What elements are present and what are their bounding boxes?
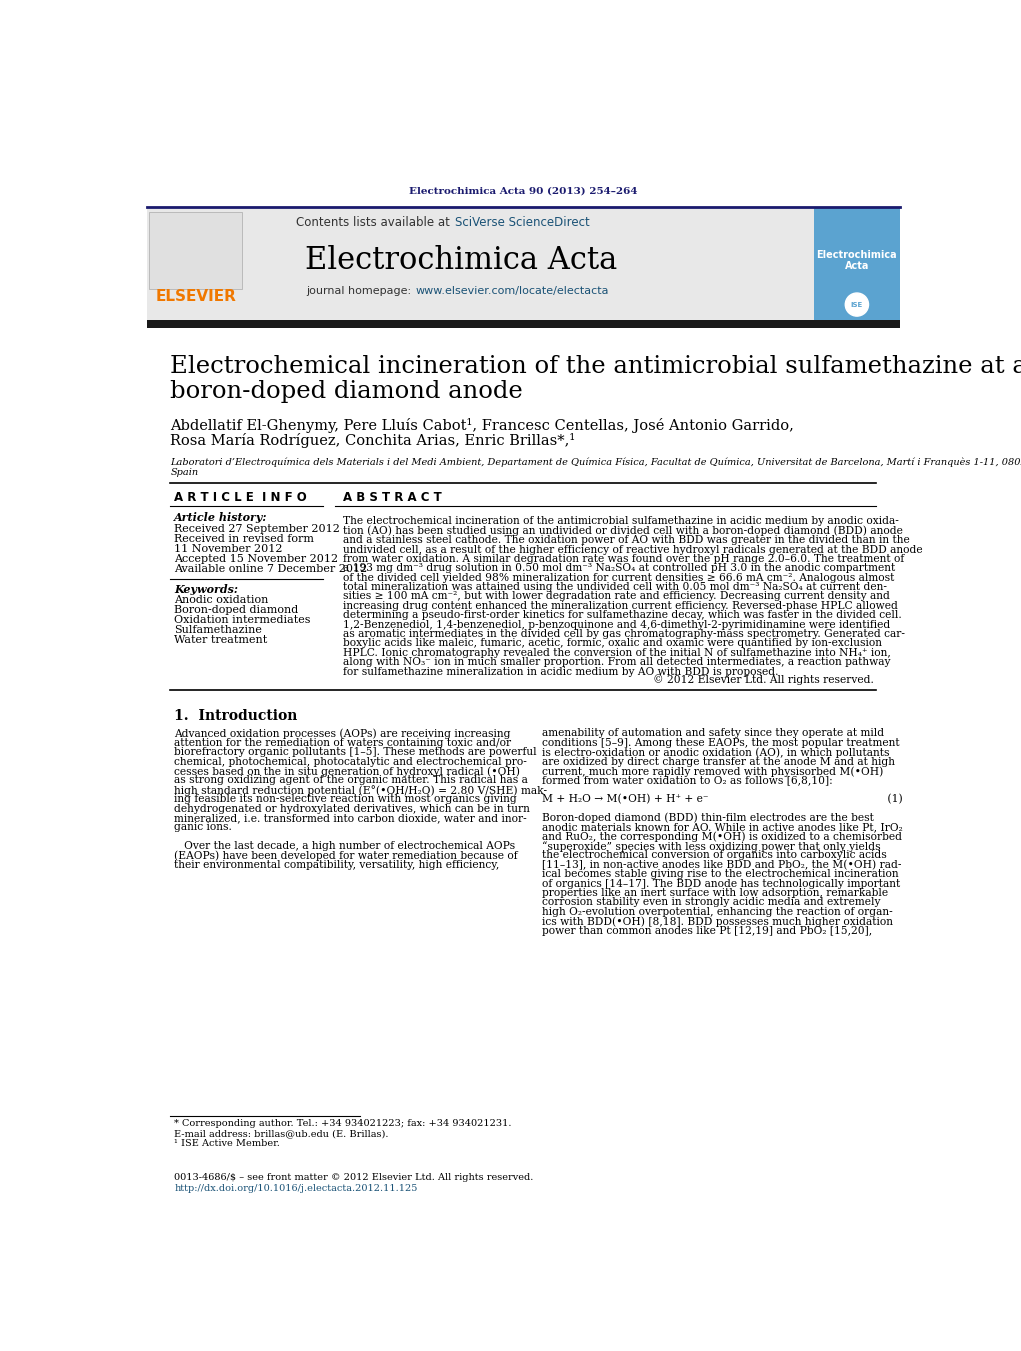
FancyBboxPatch shape xyxy=(815,207,900,320)
Text: the electrochemical conversion of organics into carboxylic acids: the electrochemical conversion of organi… xyxy=(542,851,887,861)
FancyBboxPatch shape xyxy=(147,320,900,328)
Text: Electrochimica Acta: Electrochimica Acta xyxy=(304,245,617,276)
Text: tion (AO) has been studied using an undivided or divided cell with a boron-doped: tion (AO) has been studied using an undi… xyxy=(343,526,903,536)
Text: boron-doped diamond anode: boron-doped diamond anode xyxy=(171,380,523,403)
Text: power than common anodes like Pt [12,19] and PbO₂ [15,20],: power than common anodes like Pt [12,19]… xyxy=(542,925,872,936)
Text: E-mail address: brillas@ub.edu (E. Brillas).: E-mail address: brillas@ub.edu (E. Brill… xyxy=(175,1129,389,1139)
Text: properties like an inert surface with low adsorption, remarkable: properties like an inert surface with lo… xyxy=(542,888,888,898)
Text: SciVerse ScienceDirect: SciVerse ScienceDirect xyxy=(454,216,589,228)
Text: Spain: Spain xyxy=(171,467,198,477)
Text: (EAOPs) have been developed for water remediation because of: (EAOPs) have been developed for water re… xyxy=(175,851,518,861)
Text: their environmental compatibility, versatility, high efficiency,: their environmental compatibility, versa… xyxy=(175,859,499,870)
Text: Electrochimica
Acta: Electrochimica Acta xyxy=(817,250,897,272)
Text: formed from water oxidation to O₂ as follows [6,8,10]:: formed from water oxidation to O₂ as fol… xyxy=(542,775,833,785)
Text: a 193 mg dm⁻³ drug solution in 0.50 mol dm⁻³ Na₂SO₄ at controlled pH 3.0 in the : a 193 mg dm⁻³ drug solution in 0.50 mol … xyxy=(343,563,895,573)
Text: attention for the remediation of waters containing toxic and/or: attention for the remediation of waters … xyxy=(175,738,512,747)
Text: corrosion stability even in strongly acidic media and extremely: corrosion stability even in strongly aci… xyxy=(542,897,881,908)
Text: for sulfamethazine mineralization in acidic medium by AO with BDD is proposed.: for sulfamethazine mineralization in aci… xyxy=(343,666,779,677)
Text: of organics [14–17]. The BDD anode has technologically important: of organics [14–17]. The BDD anode has t… xyxy=(542,878,901,889)
Text: as aromatic intermediates in the divided cell by gas chromatography-mass spectro: as aromatic intermediates in the divided… xyxy=(343,630,905,639)
Text: Rosa María Rodríguez, Conchita Arias, Enric Brillas*,¹: Rosa María Rodríguez, Conchita Arias, En… xyxy=(171,434,576,449)
Text: HPLC. Ionic chromatography revealed the conversion of the initial N of sulfameth: HPLC. Ionic chromatography revealed the … xyxy=(343,648,891,658)
Text: M + H₂O → M(•OH) + H⁺ + e⁻                                                     (: M + H₂O → M(•OH) + H⁺ + e⁻ ( xyxy=(542,794,903,804)
Text: as strong oxidizing agent of the organic matter. This radical has a: as strong oxidizing agent of the organic… xyxy=(175,775,528,785)
Text: [11–13], in non-active anodes like BDD and PbO₂, the M(•OH) rad-: [11–13], in non-active anodes like BDD a… xyxy=(542,859,902,870)
Text: ISE: ISE xyxy=(850,301,863,308)
Text: http://dx.doi.org/10.1016/j.electacta.2012.11.125: http://dx.doi.org/10.1016/j.electacta.20… xyxy=(175,1183,418,1193)
Text: A B S T R A C T: A B S T R A C T xyxy=(343,492,442,504)
Text: 11 November 2012: 11 November 2012 xyxy=(175,543,283,554)
Text: Laboratori d’Electroquímica dels Materials i del Medi Ambient, Departament de Qu: Laboratori d’Electroquímica dels Materia… xyxy=(171,458,1021,467)
Text: ing feasible its non-selective reaction with most organics giving: ing feasible its non-selective reaction … xyxy=(175,794,517,804)
Text: The electrochemical incineration of the antimicrobial sulfamethazine in acidic m: The electrochemical incineration of the … xyxy=(343,516,898,527)
Text: and a stainless steel cathode. The oxidation power of AO with BDD was greater in: and a stainless steel cathode. The oxida… xyxy=(343,535,910,544)
Text: conditions [5–9]. Among these EAOPs, the most popular treatment: conditions [5–9]. Among these EAOPs, the… xyxy=(542,738,900,747)
Text: are oxidized by direct charge transfer at the anode M and at high: are oxidized by direct charge transfer a… xyxy=(542,757,895,766)
Text: Contents lists available at: Contents lists available at xyxy=(295,216,453,228)
Text: Electrochemical incineration of the antimicrobial sulfamethazine at a: Electrochemical incineration of the anti… xyxy=(171,355,1021,378)
Text: biorefractory organic pollutants [1–5]. These methods are powerful: biorefractory organic pollutants [1–5]. … xyxy=(175,747,537,757)
Text: boxylic acids like maleic, fumaric, acetic, formic, oxalic and oxamic were quant: boxylic acids like maleic, fumaric, acet… xyxy=(343,639,882,648)
Text: Keywords:: Keywords: xyxy=(175,584,238,594)
Text: Received 27 September 2012: Received 27 September 2012 xyxy=(175,524,340,534)
FancyBboxPatch shape xyxy=(149,212,242,289)
Text: sities ≥ 100 mA cm⁻², but with lower degradation rate and efficiency. Decreasing: sities ≥ 100 mA cm⁻², but with lower deg… xyxy=(343,592,890,601)
FancyBboxPatch shape xyxy=(147,207,900,320)
Text: Advanced oxidation processes (AOPs) are receiving increasing: Advanced oxidation processes (AOPs) are … xyxy=(175,728,510,739)
Text: Abdellatif El-Ghenymy, Pere Lluís Cabot¹, Francesc Centellas, José Antonio Garri: Abdellatif El-Ghenymy, Pere Lluís Cabot¹… xyxy=(171,417,794,432)
Text: Article history:: Article history: xyxy=(175,512,268,523)
Text: from water oxidation. A similar degradation rate was found over the pH range 2.0: from water oxidation. A similar degradat… xyxy=(343,554,905,563)
Text: amenability of automation and safety since they operate at mild: amenability of automation and safety sin… xyxy=(542,728,884,739)
Text: dehydrogenated or hydroxylated derivatives, which can be in turn: dehydrogenated or hydroxylated derivativ… xyxy=(175,804,530,813)
Text: Sulfamethazine: Sulfamethazine xyxy=(175,626,262,635)
Text: Received in revised form: Received in revised form xyxy=(175,534,314,543)
Text: determining a pseudo-first-order kinetics for sulfamethazine decay, which was fa: determining a pseudo-first-order kinetic… xyxy=(343,611,902,620)
Text: Oxidation intermediates: Oxidation intermediates xyxy=(175,615,310,626)
Text: is electro-oxidation or anodic oxidation (AO), in which pollutants: is electro-oxidation or anodic oxidation… xyxy=(542,747,889,758)
Text: Boron-doped diamond: Boron-doped diamond xyxy=(175,605,298,615)
Text: high standard reduction potential (E°(•OH/H₂O) = 2.80 V/SHE) mak-: high standard reduction potential (E°(•O… xyxy=(175,785,547,796)
Text: high O₂-evolution overpotential, enhancing the reaction of organ-: high O₂-evolution overpotential, enhanci… xyxy=(542,907,893,917)
Text: ical becomes stable giving rise to the electrochemical incineration: ical becomes stable giving rise to the e… xyxy=(542,869,898,880)
Text: of the divided cell yielded 98% mineralization for current densities ≥ 66.6 mA c: of the divided cell yielded 98% minerali… xyxy=(343,573,894,582)
Text: cesses based on the in situ generation of hydroxyl radical (•OH): cesses based on the in situ generation o… xyxy=(175,766,520,777)
Text: along with NO₃⁻ ion in much smaller proportion. From all detected intermediates,: along with NO₃⁻ ion in much smaller prop… xyxy=(343,657,890,667)
Text: Available online 7 December 2012: Available online 7 December 2012 xyxy=(175,563,368,574)
Text: Water treatment: Water treatment xyxy=(175,635,268,646)
Text: ¹ ISE Active Member.: ¹ ISE Active Member. xyxy=(175,1139,280,1148)
Text: © 2012 Elsevier Ltd. All rights reserved.: © 2012 Elsevier Ltd. All rights reserved… xyxy=(653,674,874,685)
Text: anodic materials known for AO. While in active anodes like Pt, IrO₂: anodic materials known for AO. While in … xyxy=(542,823,903,832)
Text: * Corresponding author. Tel.: +34 934021223; fax: +34 934021231.: * Corresponding author. Tel.: +34 934021… xyxy=(175,1119,512,1128)
Text: mineralized, i.e. transformed into carbon dioxide, water and inor-: mineralized, i.e. transformed into carbo… xyxy=(175,813,527,823)
Text: total mineralization was attained using the undivided cell with 0.05 mol dm⁻³ Na: total mineralization was attained using … xyxy=(343,582,887,592)
Text: ganic ions.: ganic ions. xyxy=(175,823,232,832)
Text: 1.  Introduction: 1. Introduction xyxy=(175,709,297,723)
Text: 0013-4686/$ – see front matter © 2012 Elsevier Ltd. All rights reserved.: 0013-4686/$ – see front matter © 2012 El… xyxy=(175,1173,534,1182)
Text: current, much more rapidly removed with physisorbed M(•OH): current, much more rapidly removed with … xyxy=(542,766,883,777)
Text: A R T I C L E  I N F O: A R T I C L E I N F O xyxy=(175,492,307,504)
Text: Accepted 15 November 2012: Accepted 15 November 2012 xyxy=(175,554,338,563)
Text: chemical, photochemical, photocatalytic and electrochemical pro-: chemical, photochemical, photocatalytic … xyxy=(175,757,527,766)
Text: increasing drug content enhanced the mineralization current efficiency. Reversed: increasing drug content enhanced the min… xyxy=(343,601,897,611)
Text: Anodic oxidation: Anodic oxidation xyxy=(175,596,269,605)
Text: “superoxide” species with less oxidizing power that only yields: “superoxide” species with less oxidizing… xyxy=(542,842,881,852)
Text: journal homepage:: journal homepage: xyxy=(305,286,415,296)
Text: Electrochimica Acta 90 (2013) 254–264: Electrochimica Acta 90 (2013) 254–264 xyxy=(409,186,637,196)
Circle shape xyxy=(845,293,869,316)
Text: Over the last decade, a high number of electrochemical AOPs: Over the last decade, a high number of e… xyxy=(175,842,516,851)
Text: ics with BDD(•OH) [8,18]. BDD possesses much higher oxidation: ics with BDD(•OH) [8,18]. BDD possesses … xyxy=(542,916,893,927)
Text: undivided cell, as a result of the higher efficiency of reactive hydroxyl radica: undivided cell, as a result of the highe… xyxy=(343,544,923,554)
Text: and RuO₂, the corresponding M(•OH) is oxidized to a chemisorbed: and RuO₂, the corresponding M(•OH) is ox… xyxy=(542,832,903,842)
Text: ELSEVIER: ELSEVIER xyxy=(155,289,236,304)
Text: 1,2-Benzenediol, 1,4-benzenediol, p-benzoquinone and 4,6-dimethyl-2-pyrimidinami: 1,2-Benzenediol, 1,4-benzenediol, p-benz… xyxy=(343,620,890,630)
Text: Boron-doped diamond (BDD) thin-film electrodes are the best: Boron-doped diamond (BDD) thin-film elec… xyxy=(542,813,874,824)
Text: www.elsevier.com/locate/electacta: www.elsevier.com/locate/electacta xyxy=(416,286,610,296)
